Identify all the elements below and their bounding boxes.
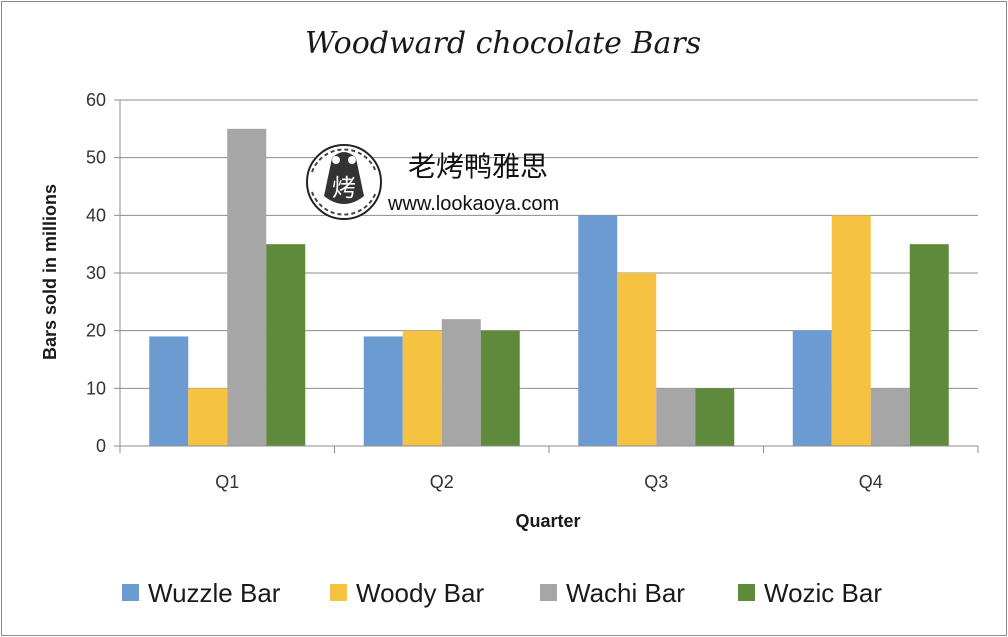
watermark-url: www.lookaoya.com — [387, 193, 559, 215]
watermark-logo-icon: 烤 — [306, 144, 382, 220]
bar — [363, 336, 403, 446]
bar — [695, 388, 735, 446]
x-tick-label: Q2 — [430, 472, 454, 492]
legend-label: Wozic Bar — [764, 578, 882, 608]
bar — [909, 244, 949, 446]
legend: Wuzzle Bar Woody Bar Wachi Bar Wozic Bar — [122, 578, 882, 608]
legend-swatch — [330, 584, 347, 601]
legend-swatch — [122, 584, 139, 601]
bar — [617, 273, 657, 446]
bar — [870, 388, 910, 446]
bars — [149, 128, 949, 447]
bar — [266, 244, 306, 446]
y-tick-label: 20 — [86, 321, 106, 341]
watermark-logo-char: 烤 — [332, 174, 356, 202]
x-tick-label: Q1 — [215, 472, 239, 492]
x-axis-label: Quarter — [515, 511, 580, 531]
y-axis-ticks: 0 10 20 30 40 50 60 — [86, 90, 120, 456]
legend-swatch — [540, 584, 557, 601]
legend-label: Wachi Bar — [566, 578, 685, 608]
bar — [188, 388, 228, 446]
legend-label: Wuzzle Bar — [148, 578, 281, 608]
bar — [227, 128, 267, 447]
bar — [402, 330, 442, 446]
bar — [441, 319, 481, 446]
y-tick-label: 60 — [86, 90, 106, 110]
bar — [149, 336, 189, 446]
chart-title: Woodward chocolate Bars — [305, 26, 701, 61]
y-tick-label: 10 — [86, 378, 106, 398]
x-tick-label: Q4 — [859, 472, 883, 492]
bar — [578, 215, 618, 446]
bar — [792, 330, 832, 446]
y-tick-label: 40 — [86, 205, 106, 225]
x-tick-label: Q3 — [644, 472, 668, 492]
legend-swatch — [738, 584, 755, 601]
bar — [831, 215, 871, 446]
y-axis-label: Bars sold in millions — [40, 184, 60, 360]
y-tick-label: 30 — [86, 263, 106, 283]
y-tick-label: 0 — [96, 436, 106, 456]
watermark: 烤 老烤鸭雅思 www.lookaoya.com — [306, 144, 559, 220]
x-axis: Q1 Q2 Q3 Q4 — [119, 100, 979, 492]
watermark-text: 老烤鸭雅思 — [408, 150, 548, 183]
bar — [480, 330, 520, 446]
y-tick-label: 50 — [86, 148, 106, 168]
legend-label: Woody Bar — [356, 578, 484, 608]
bar — [656, 388, 696, 446]
